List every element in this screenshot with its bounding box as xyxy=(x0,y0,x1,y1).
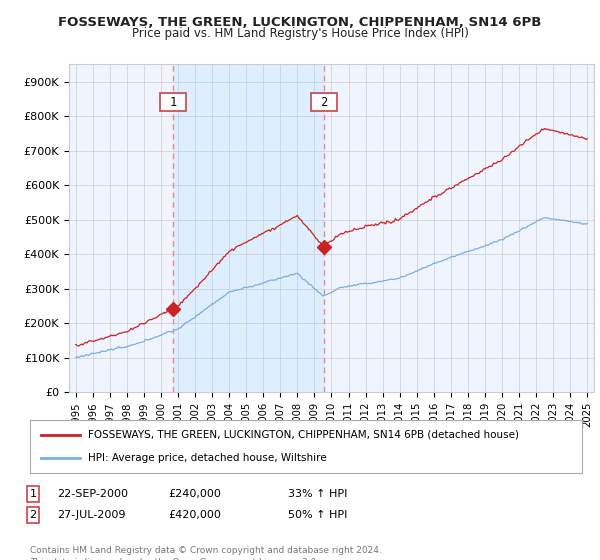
Text: £420,000: £420,000 xyxy=(168,510,221,520)
Text: 22-SEP-2000: 22-SEP-2000 xyxy=(57,489,128,499)
Text: FOSSEWAYS, THE GREEN, LUCKINGTON, CHIPPENHAM, SN14 6PB: FOSSEWAYS, THE GREEN, LUCKINGTON, CHIPPE… xyxy=(58,16,542,29)
Text: HPI: Average price, detached house, Wiltshire: HPI: Average price, detached house, Wilt… xyxy=(88,453,326,463)
Text: FOSSEWAYS, THE GREEN, LUCKINGTON, CHIPPENHAM, SN14 6PB (detached house): FOSSEWAYS, THE GREEN, LUCKINGTON, CHIPPE… xyxy=(88,430,519,440)
Text: Price paid vs. HM Land Registry's House Price Index (HPI): Price paid vs. HM Land Registry's House … xyxy=(131,27,469,40)
Text: £240,000: £240,000 xyxy=(168,489,221,499)
Text: 2: 2 xyxy=(29,510,37,520)
Text: 33% ↑ HPI: 33% ↑ HPI xyxy=(288,489,347,499)
Text: 1: 1 xyxy=(163,96,184,109)
Text: 1: 1 xyxy=(29,489,37,499)
Text: 2: 2 xyxy=(314,96,335,109)
Text: Contains HM Land Registry data © Crown copyright and database right 2024.
This d: Contains HM Land Registry data © Crown c… xyxy=(30,546,382,560)
Bar xyxy=(173,64,325,392)
Text: 27-JUL-2009: 27-JUL-2009 xyxy=(57,510,125,520)
Text: 50% ↑ HPI: 50% ↑ HPI xyxy=(288,510,347,520)
